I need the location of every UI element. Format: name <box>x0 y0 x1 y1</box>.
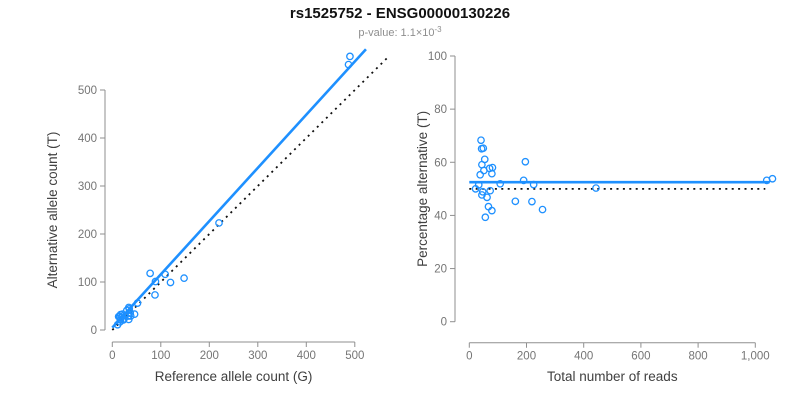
x-tick-label: 200 <box>200 350 219 362</box>
data-point <box>344 60 353 69</box>
data-point <box>146 269 154 278</box>
data-point <box>166 278 175 287</box>
data-point <box>130 310 139 319</box>
data-point <box>119 316 128 324</box>
allele-counts-x-axis-title: Reference allele count (G) <box>155 369 313 384</box>
x-tick-label: 600 <box>631 351 650 363</box>
data-point <box>488 169 496 178</box>
allele-counts-y-axis-title: Alternative allele count (T) <box>45 132 60 289</box>
data-point <box>483 193 491 202</box>
x-tick-label: 800 <box>689 351 708 363</box>
x-tick-label: 0 <box>109 350 115 362</box>
y-tick-label: 400 <box>78 133 97 145</box>
x-tick-label: 1,000 <box>741 351 770 363</box>
y-tick-label: 80 <box>434 104 447 116</box>
data-point <box>477 136 485 145</box>
data-point <box>125 305 134 313</box>
data-point <box>478 187 487 196</box>
x-tick-label: 300 <box>248 350 267 362</box>
allele-counts-chart: 0 100 200 300 400 500 0 100 200 300 400 500 Referenc… <box>45 48 390 384</box>
data-point <box>488 206 496 215</box>
y-tick-label: 500 <box>78 85 97 97</box>
data-point <box>519 176 528 185</box>
x-tick-label: 400 <box>574 351 593 363</box>
x-tick-label: 0 <box>466 351 472 363</box>
y-tick-label: 40 <box>434 210 447 222</box>
data-point <box>768 174 777 183</box>
data-point <box>161 270 170 279</box>
y-tick-label: 300 <box>78 181 97 193</box>
data-point <box>521 157 530 166</box>
percentage-vs-reads-x-axis-title: Total number of reads <box>547 369 678 384</box>
y-tick-label: 60 <box>434 157 447 169</box>
y-tick-label: 100 <box>78 277 97 289</box>
data-point <box>486 186 495 195</box>
data-point <box>479 144 488 153</box>
data-point <box>592 184 600 192</box>
pvalue-label: p-value: <box>358 27 398 39</box>
x-tick-label: 200 <box>517 351 536 363</box>
x-tick-label: 500 <box>345 350 364 362</box>
data-point <box>180 274 188 283</box>
data-point <box>151 277 160 286</box>
data-point <box>529 180 538 189</box>
x-tick-label: 100 <box>151 350 170 362</box>
pvalue-mantissa: 1.1×10 <box>400 27 435 39</box>
figure-title: rs1525752 - ENSG00000130226 <box>289 5 511 22</box>
data-point <box>484 202 493 211</box>
fit-line <box>111 48 367 329</box>
percentage-vs-reads-chart: 0 20 40 60 80 100 0 200 400 600 800 1,000 Total numb… <box>415 51 777 384</box>
data-point <box>496 179 505 188</box>
y-tick-label: 0 <box>441 317 447 329</box>
data-point <box>215 219 223 227</box>
y-tick-label: 20 <box>434 264 447 276</box>
data-point <box>481 213 490 222</box>
data-point <box>133 299 142 307</box>
y-tick-label: 0 <box>91 325 97 337</box>
pvalue-exponent: -3 <box>434 25 442 34</box>
data-point <box>538 205 547 214</box>
data-point <box>346 52 354 61</box>
y-tick-label: 200 <box>78 229 97 241</box>
figure-subtitle: p-value: 1.1×10-3 <box>0 25 800 39</box>
y-tick-label: 100 <box>428 51 447 63</box>
data-point <box>476 170 485 179</box>
data-point <box>528 197 536 206</box>
data-point <box>151 291 159 299</box>
data-point <box>511 197 520 206</box>
x-tick-label: 400 <box>297 350 316 362</box>
data-point <box>124 315 133 324</box>
data-point <box>474 181 483 189</box>
identity-line <box>111 55 390 331</box>
percentage-vs-reads-y-axis-title: Percentage alternative (T) <box>415 111 430 267</box>
